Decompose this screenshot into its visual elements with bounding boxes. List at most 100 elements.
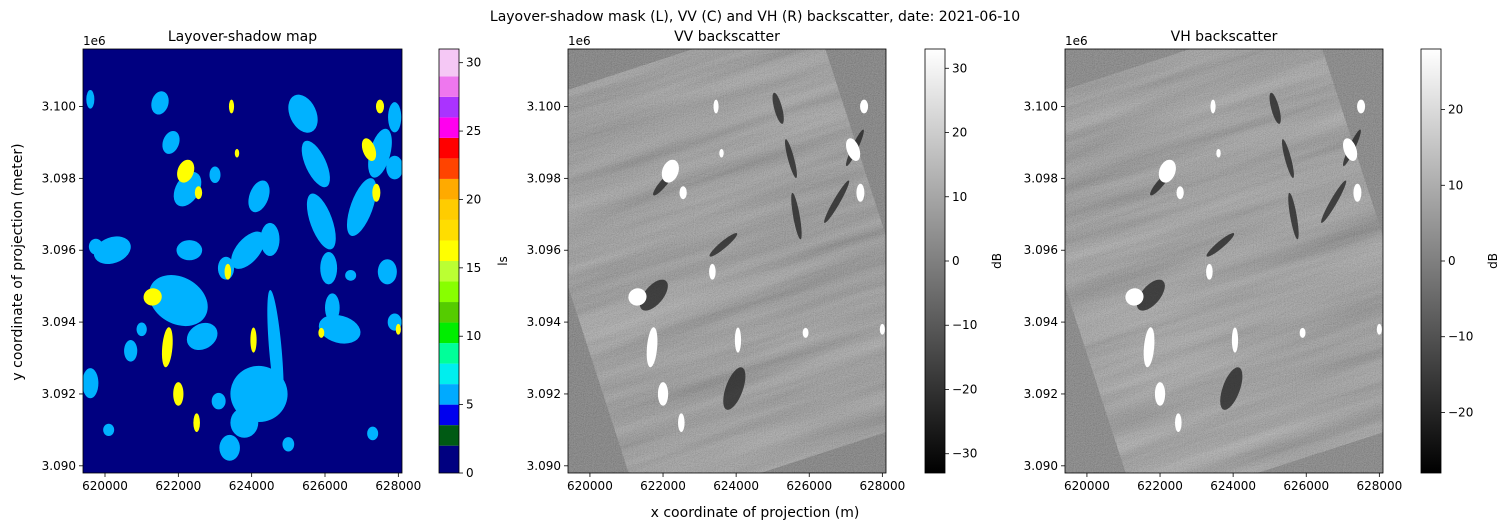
- nodata-region: [657, 382, 669, 406]
- y-tick-label: 3.098: [1024, 171, 1058, 185]
- colorbar-tick-label: 10: [1448, 178, 1463, 192]
- panel-1: Layover-shadow map 620000 622000 624000 6260…: [42, 29, 510, 493]
- colorbar-tick-label: −10: [1448, 330, 1473, 344]
- nodata-region: [1357, 99, 1366, 114]
- x-tick-label: 628000: [375, 479, 421, 493]
- shadow-region: [320, 252, 338, 285]
- colorbar-tick-label: 15: [466, 261, 481, 275]
- nodata-region: [1154, 382, 1166, 406]
- layover-region: [372, 183, 381, 202]
- y-tick-label: 3.092: [1024, 387, 1058, 401]
- dark-ridge: [1206, 233, 1235, 257]
- x-tick-label: 628000: [1356, 479, 1402, 493]
- nodata-region: [860, 99, 869, 114]
- layover-region: [161, 327, 173, 368]
- y-tick-label: 3.090: [42, 459, 76, 473]
- x-tick-label: 620000: [1064, 479, 1110, 493]
- colorbar-tick-label: −20: [952, 382, 977, 396]
- y-offset-label: 1e6: [568, 34, 591, 48]
- colorbar-gradient: [1421, 49, 1441, 473]
- nodata-region: [1176, 186, 1184, 200]
- colorbar-segment: [439, 96, 459, 118]
- y-tick-label: 3.094: [1024, 315, 1058, 329]
- shadow-region: [148, 274, 208, 327]
- colorbar-tick-label: 30: [952, 61, 967, 75]
- nodata-region: [1143, 327, 1155, 368]
- nodata-region: [1158, 159, 1176, 183]
- shadow-region: [248, 180, 270, 213]
- nodata-region: [856, 183, 865, 202]
- colorbar-segment: [439, 178, 459, 200]
- dark-ridge: [772, 92, 784, 124]
- nodata-region: [879, 323, 885, 335]
- y-tick-label: 3.096: [42, 243, 76, 257]
- colorbar-frame: [438, 48, 460, 474]
- shadow-region: [83, 368, 99, 399]
- dark-ridge: [1281, 139, 1294, 179]
- y-tick-label: 3.090: [1024, 459, 1058, 473]
- dark-ridge: [791, 192, 802, 240]
- dark-ridge: [709, 233, 738, 257]
- nodata-region: [678, 413, 685, 433]
- nodata-region: [661, 159, 679, 183]
- nodata-region: [1175, 413, 1182, 433]
- layover-region: [234, 148, 240, 158]
- dark-ridge: [1269, 92, 1281, 124]
- colorbar-tick-label: −20: [1448, 405, 1473, 419]
- axes-frame: [1064, 48, 1384, 474]
- colorbar-tick-label: 0: [1448, 254, 1456, 268]
- nodata-region: [679, 186, 687, 200]
- layover-region: [143, 288, 162, 306]
- colorbar-tick-label: 5: [466, 398, 474, 412]
- dark-ridge: [824, 180, 850, 223]
- colorbar-tick-label: 0: [466, 466, 474, 480]
- shadow-region: [318, 314, 361, 344]
- nodata-region: [845, 138, 861, 161]
- nodata-region: [1353, 183, 1362, 202]
- dark-ridge: [1288, 192, 1299, 240]
- nodata-region: [646, 327, 658, 368]
- layover-region: [395, 323, 401, 335]
- image-area: [1065, 49, 1383, 473]
- colorbar-tick-label: −10: [952, 318, 977, 332]
- y-tick-label: 3.100: [1024, 99, 1058, 113]
- x-tick-label: 622000: [155, 479, 201, 493]
- y-tick-label: 3.094: [527, 315, 561, 329]
- y-tick-label: 3.098: [42, 171, 76, 185]
- figure-ylabel: y coordinate of projection (meter): [10, 143, 26, 380]
- shadow-region: [367, 426, 379, 441]
- layover-region: [224, 263, 232, 280]
- y-tick-label: 3.094: [42, 315, 76, 329]
- colorbar: −30 −20 −10 0 10 20 30 dB: [924, 48, 1004, 474]
- y-tick-label: 3.100: [42, 99, 76, 113]
- shadow-region: [386, 155, 402, 180]
- shadow-region: [231, 231, 265, 269]
- shadow-region: [288, 94, 318, 133]
- shadow-region: [230, 407, 259, 438]
- shadow-region: [162, 130, 180, 154]
- shadow-region: [209, 166, 221, 184]
- colorbar-segment: [439, 240, 459, 261]
- colorbar-label: dB: [990, 253, 1004, 269]
- x-tick-label: 622000: [1137, 479, 1183, 493]
- shadow-region: [124, 340, 138, 362]
- shadow-region: [368, 128, 392, 178]
- colorbar-segment: [439, 137, 459, 159]
- y-offset-label: 1e6: [83, 34, 106, 48]
- shadow-region: [151, 91, 169, 115]
- colorbar-segment: [439, 445, 459, 473]
- x-tick-label: 620000: [567, 479, 613, 493]
- figure-xlabel: x coordinate of projection (m): [651, 505, 860, 521]
- colorbar-tick-label: 30: [466, 56, 481, 70]
- y-tick-label: 3.096: [1024, 243, 1058, 257]
- nodata-region: [1342, 138, 1358, 161]
- colorbar-label: ls: [496, 256, 510, 266]
- y-tick-label: 3.090: [527, 459, 561, 473]
- x-tick-label: 620000: [82, 479, 128, 493]
- shadow-region: [86, 89, 95, 109]
- nodata-region: [1206, 263, 1213, 280]
- nodata-region: [713, 99, 719, 114]
- panel-title: VV backscatter: [674, 29, 780, 45]
- dark-ridge: [1136, 279, 1165, 311]
